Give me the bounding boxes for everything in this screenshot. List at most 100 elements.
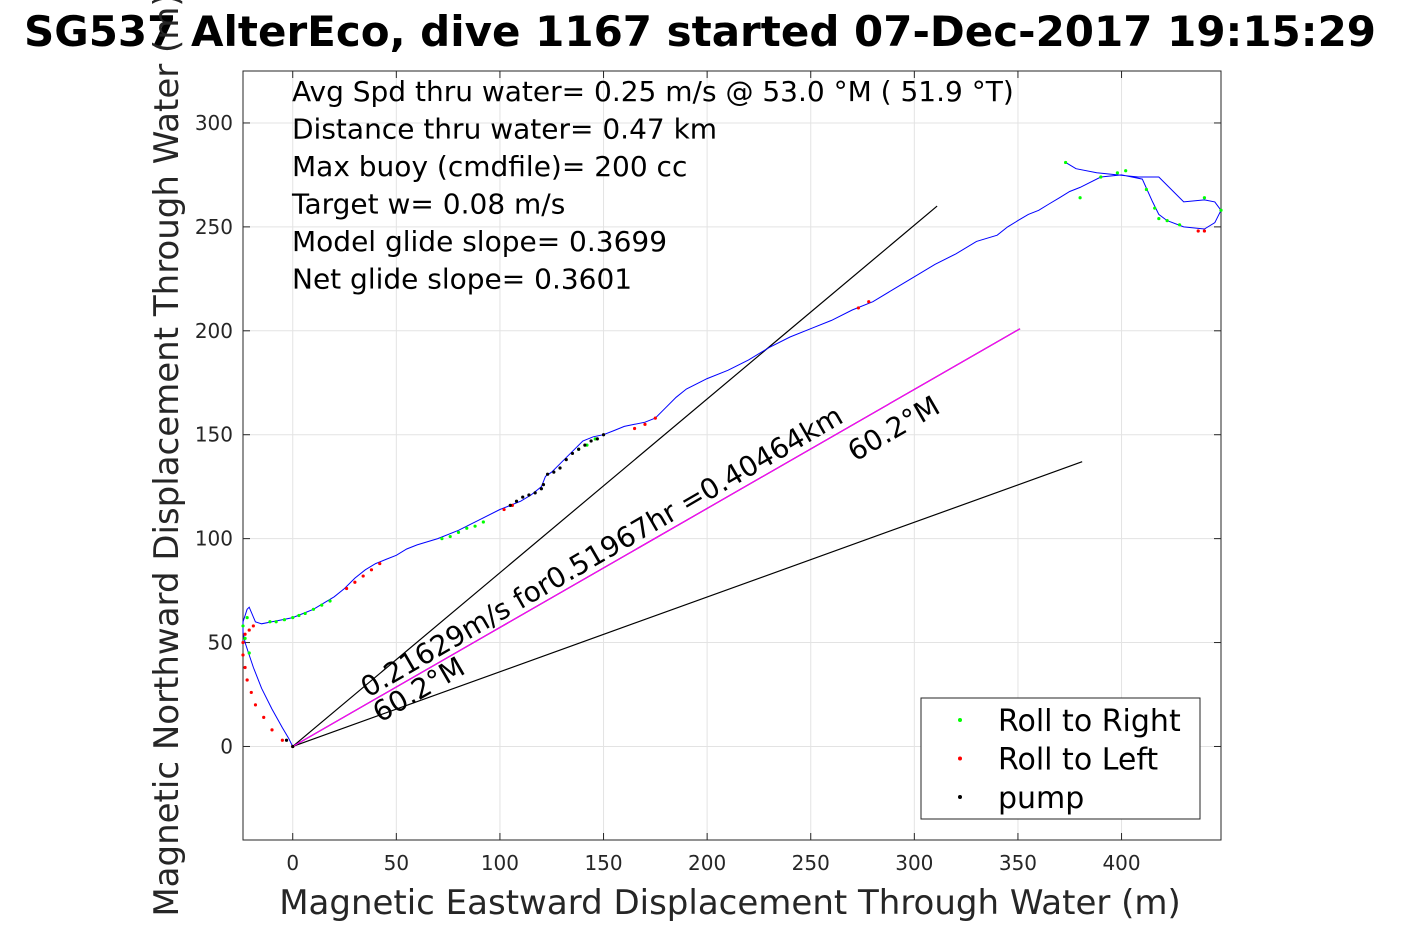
- roll-to-right-point: [1219, 208, 1223, 212]
- y-axis-label: Magnetic Northward Displacement Through …: [147, 0, 187, 917]
- pump-point: [595, 437, 599, 441]
- roll-to-right-point: [282, 618, 287, 622]
- roll-to-right-point: [1177, 223, 1182, 227]
- roll-to-right-point: [1202, 196, 1207, 200]
- roll-to-left-point: [245, 678, 249, 682]
- roll-to-right-point: [291, 616, 295, 620]
- roll-to-right-point: [1124, 169, 1128, 173]
- roll-to-left-point: [247, 628, 251, 632]
- pump-point: [539, 487, 543, 491]
- reference-lines: [292, 205, 1083, 748]
- annotation-text: Net glide slope= 0.3601: [292, 263, 632, 296]
- reference-line: [292, 328, 1021, 747]
- reference-line: [292, 461, 1083, 748]
- x-tick-label: 300: [895, 851, 933, 875]
- roll-to-right-point: [1078, 196, 1082, 200]
- roll-to-left-point: [378, 561, 382, 566]
- pump-point: [545, 472, 550, 476]
- pump-point: [589, 439, 593, 443]
- annotation-text: Target w= 0.08 m/s: [291, 188, 565, 221]
- x-tick-label: 100: [481, 851, 519, 875]
- roll-to-right-point: [1165, 219, 1169, 223]
- x-tick-label: 150: [584, 851, 622, 875]
- x-tick-label: 200: [688, 851, 726, 875]
- title-group: SG537 AlterEco, dive 1167 started 07-Dec…: [24, 7, 1376, 56]
- tick-labels: 0 50 100 150 200 250 300 350 400 0 50 100 150 200 250 3…: [195, 111, 1141, 875]
- y-tick-label: 0: [220, 734, 233, 758]
- roll-to-left-point: [249, 690, 253, 695]
- roll-to-right-point: [320, 603, 324, 607]
- roll-to-left-point: [502, 507, 506, 512]
- legend-marker: [958, 718, 962, 722]
- annotation-text: Distance thru water= 0.47 km: [292, 113, 717, 146]
- roll-to-left-point: [856, 306, 860, 310]
- pump-point: [284, 738, 289, 742]
- annotation-text: Avg Spd thru water= 0.25 m/s @ 53.0 °M (…: [292, 75, 1014, 108]
- y-tick-label: 50: [208, 631, 233, 655]
- legend-box: [920, 697, 1201, 820]
- roll-to-right-point: [473, 524, 477, 528]
- data-points: [241, 160, 1223, 749]
- pump-point: [291, 744, 295, 749]
- roll-to-left-point: [361, 574, 365, 578]
- roll-to-left-point: [241, 653, 245, 657]
- roll-to-right-point: [1157, 216, 1161, 221]
- annotations: Avg Spd thru water= 0.25 m/s @ 53.0 °M (…: [291, 75, 1014, 296]
- y-tick-label: 150: [195, 423, 233, 447]
- pump-point: [521, 495, 525, 499]
- y-tick-label: 100: [195, 527, 233, 551]
- chart-title: SG537 AlterEco, dive 1167 started 07-Dec…: [24, 7, 1376, 56]
- pump-point: [570, 451, 575, 456]
- roll-to-left-point: [1202, 229, 1207, 233]
- roll-to-left-point: [253, 703, 258, 707]
- pump-point: [564, 458, 568, 462]
- roll-to-left-point: [633, 426, 637, 431]
- annotation-text: Max buoy (cmdfile)= 200 cc: [292, 150, 687, 183]
- roll-to-left-point: [867, 300, 871, 304]
- roll-to-left-point: [369, 568, 374, 572]
- roll-to-right-point: [241, 624, 245, 628]
- roll-to-right-point: [243, 636, 247, 640]
- roll-to-left-point: [262, 715, 266, 719]
- roll-to-left-point: [345, 586, 349, 591]
- roll-to-right-point: [456, 530, 461, 535]
- annotation-text: Model glide slope= 0.3699: [292, 225, 667, 258]
- roll-to-right-point: [440, 537, 444, 541]
- pump-point: [552, 470, 556, 474]
- roll-to-right-point: [481, 520, 485, 524]
- roll-to-right-point: [247, 651, 251, 655]
- roll-to-left-point: [241, 640, 245, 645]
- x-tick-label: 350: [999, 851, 1037, 875]
- roll-to-right-point: [303, 611, 307, 616]
- pump-point: [583, 443, 587, 447]
- roll-to-right-point: [1153, 206, 1157, 210]
- x-tick-label: 0: [286, 851, 299, 875]
- legend-label: Roll to Right: [998, 704, 1181, 739]
- series: [242, 161, 1222, 747]
- roll-to-right-point: [1115, 171, 1119, 175]
- roll-to-right-point: [1063, 160, 1068, 165]
- y-tick-label: 250: [195, 215, 233, 239]
- x-axis-label: Magnetic Eastward Displacement Through W…: [279, 883, 1181, 923]
- plot-frame: [242, 70, 1222, 841]
- pump-point: [577, 447, 581, 451]
- pump-point: [514, 499, 519, 503]
- x-tick-label: 250: [792, 851, 830, 875]
- reference-line: [292, 205, 938, 747]
- roll-to-left-point: [243, 632, 247, 636]
- pump-point: [527, 493, 531, 497]
- roll-to-left-point: [280, 738, 284, 742]
- roll-to-right-point: [448, 534, 452, 539]
- pump-point: [558, 466, 562, 470]
- pump-point: [601, 433, 606, 437]
- roll-to-right-point: [274, 620, 278, 624]
- y-tick-label: 300: [195, 111, 233, 135]
- x-tick-label: 50: [384, 851, 409, 875]
- legend-label: Roll to Left: [998, 743, 1158, 778]
- track-line: [242, 161, 1222, 747]
- pump-point: [541, 482, 546, 487]
- roll-to-right-point: [245, 616, 249, 620]
- roll-to-right-point: [328, 599, 332, 603]
